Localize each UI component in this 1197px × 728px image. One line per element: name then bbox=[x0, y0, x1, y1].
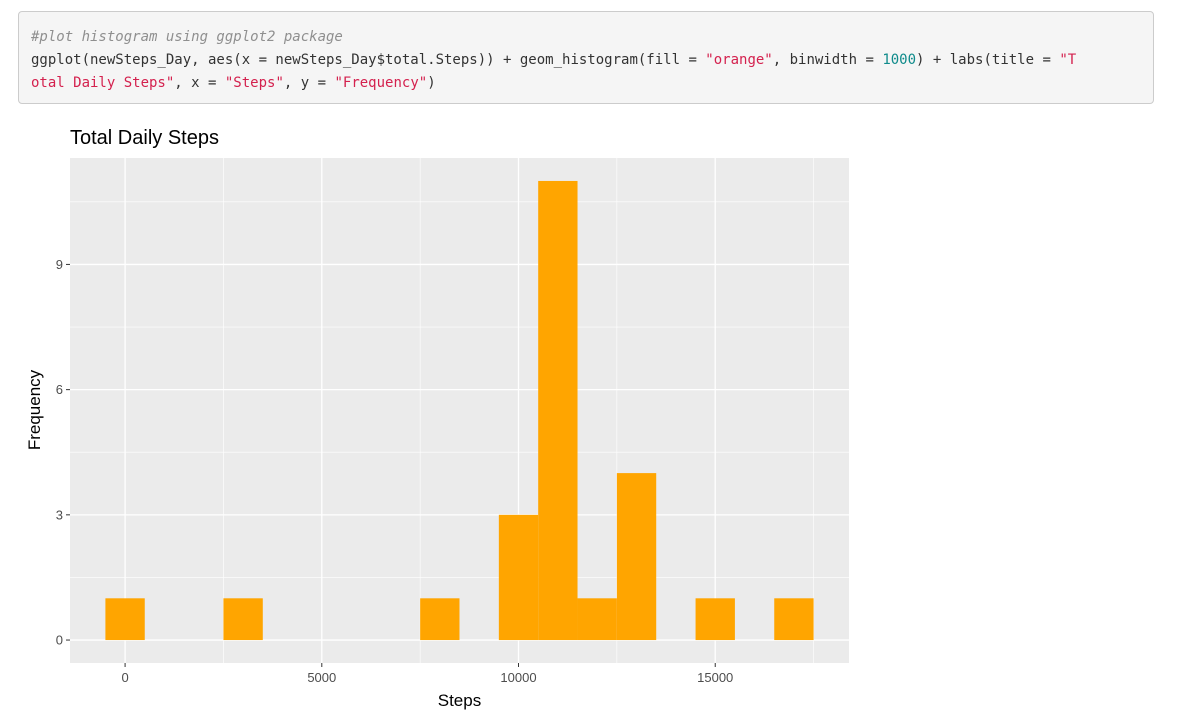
histogram-bar bbox=[616, 473, 657, 641]
histogram-bar bbox=[577, 598, 617, 641]
y-tick-label: 9 bbox=[56, 257, 63, 272]
y-axis-label: Frequency bbox=[25, 369, 44, 450]
chart-title: Total Daily Steps bbox=[70, 127, 219, 149]
code-line-comment: #plot histogram using ggplot2 package bbox=[31, 26, 1141, 49]
plot-panel bbox=[70, 158, 849, 663]
histogram-bar bbox=[498, 514, 539, 641]
x-axis-label: Steps bbox=[438, 691, 481, 710]
histogram-bar bbox=[420, 598, 460, 641]
y-axis: 0 3 6 9 bbox=[56, 257, 70, 648]
histogram-bar bbox=[538, 180, 578, 641]
histogram-bar bbox=[223, 598, 263, 641]
x-tick-label: 10000 bbox=[500, 670, 536, 685]
x-tick-label: 15000 bbox=[697, 670, 733, 685]
code-string: "T bbox=[1059, 52, 1077, 68]
code-string: "Steps" bbox=[224, 75, 284, 91]
code-token: , x = bbox=[174, 75, 225, 91]
code-string: "Frequency" bbox=[334, 75, 428, 91]
code-token: , y = bbox=[283, 75, 335, 91]
y-tick-label: 3 bbox=[56, 507, 63, 522]
histogram-bar bbox=[105, 598, 145, 641]
code-token: ggplot(newSteps_Day, aes(x = newSteps_Da… bbox=[31, 52, 706, 68]
code-block: #plot histogram using ggplot2 package gg… bbox=[18, 11, 1154, 104]
histogram-bar bbox=[695, 598, 735, 641]
y-tick-label: 0 bbox=[56, 633, 63, 648]
code-comment: #plot histogram using ggplot2 package bbox=[31, 29, 343, 45]
x-tick-label: 0 bbox=[121, 670, 128, 685]
y-tick-label: 6 bbox=[56, 382, 63, 397]
code-string: "orange" bbox=[705, 52, 773, 68]
histogram-bar bbox=[774, 598, 814, 641]
code-number: 1000 bbox=[882, 52, 917, 68]
code-line-2: otal Daily Steps", x = "Steps", y = "Fre… bbox=[31, 72, 1141, 95]
histogram-chart: Total Daily Steps 0 5000 10000 15000 0 3 6 9 S… bbox=[25, 127, 849, 710]
code-token: ) bbox=[427, 75, 436, 91]
grid-minor bbox=[70, 158, 849, 663]
code-token: ) + labs(title = bbox=[916, 52, 1060, 68]
code-line-1: ggplot(newSteps_Day, aes(x = newSteps_Da… bbox=[31, 49, 1141, 72]
x-tick-label: 5000 bbox=[307, 670, 336, 685]
code-string: otal Daily Steps" bbox=[31, 75, 175, 91]
x-axis: 0 5000 10000 15000 bbox=[121, 663, 733, 685]
bars bbox=[105, 180, 814, 641]
code-token: , binwidth = bbox=[772, 52, 883, 68]
